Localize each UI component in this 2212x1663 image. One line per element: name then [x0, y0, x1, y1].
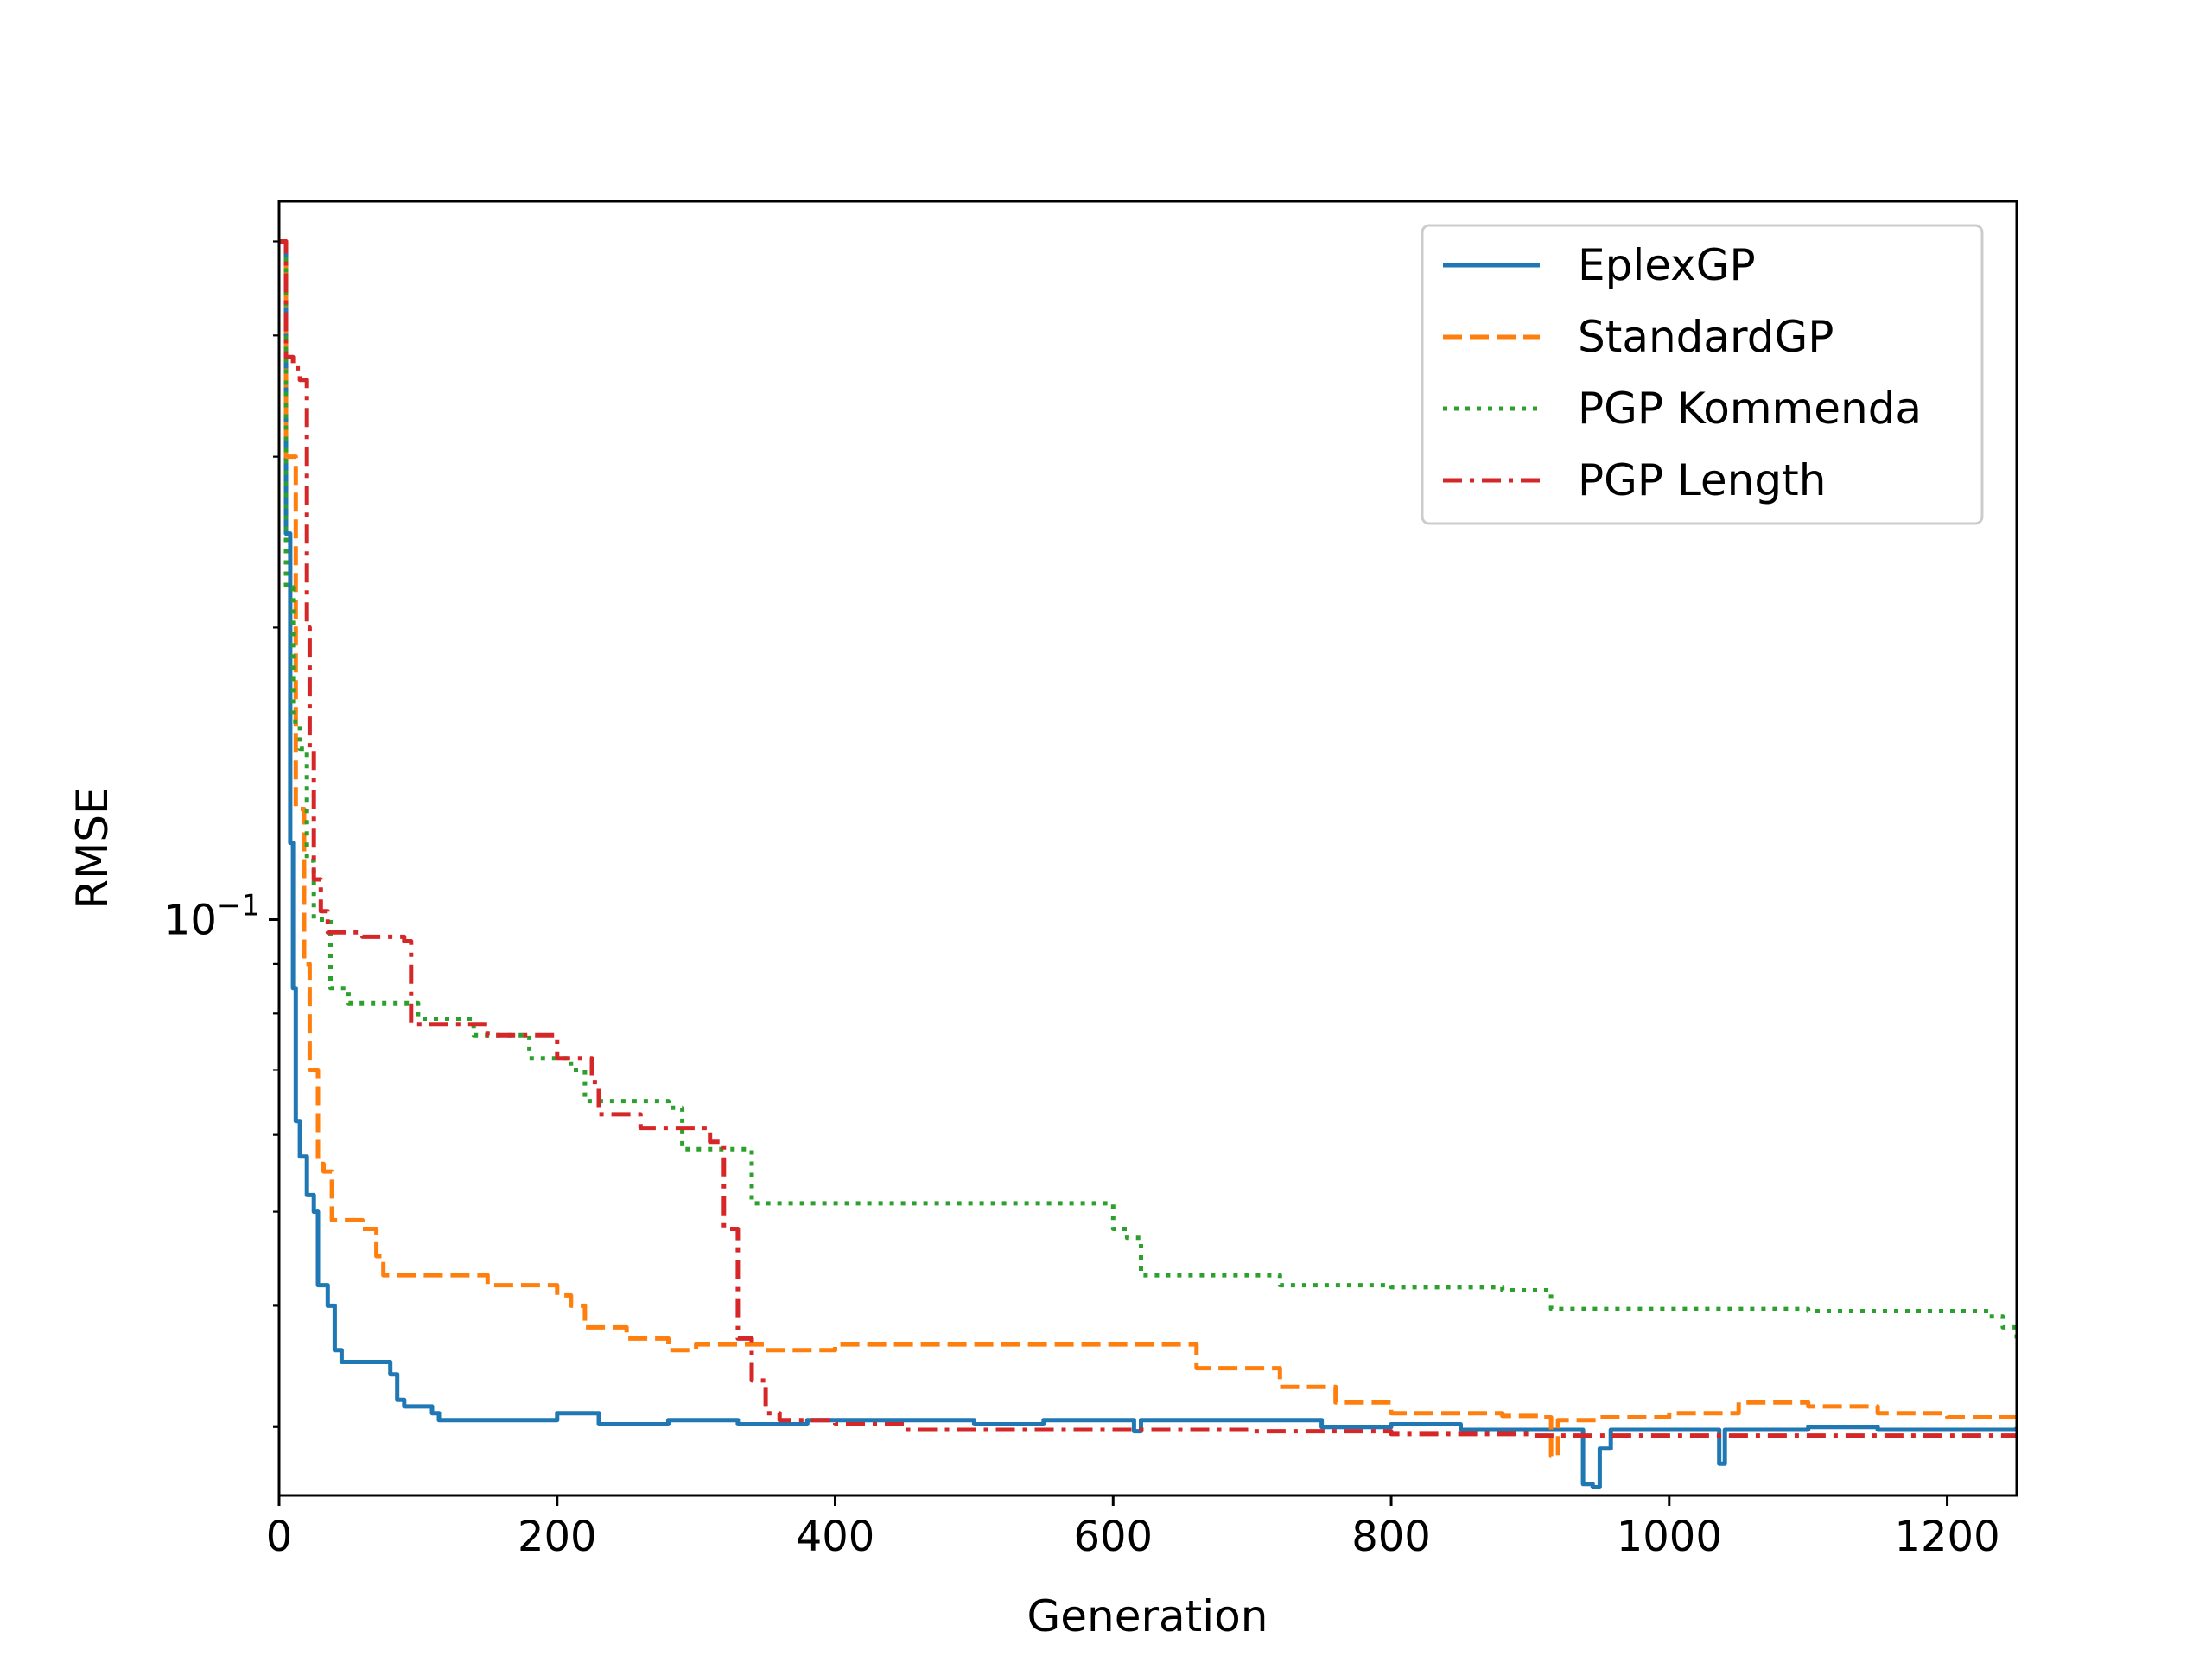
y-tick-base: 10 — [164, 896, 217, 944]
x-axis: 0 200 400 600 800 1000 1200 — [266, 1495, 2000, 1561]
x-tick-label: 0 — [266, 1513, 293, 1561]
y-axis-label: RMSE — [67, 787, 118, 909]
y-tick-exponent: −1 — [217, 888, 260, 923]
legend-label: StandardGP — [1578, 312, 1834, 362]
legend-box — [1421, 224, 1984, 525]
x-tick-label: 800 — [1351, 1513, 1431, 1561]
legend-label: EplexGP — [1578, 240, 1756, 290]
x-axis-label: Generation — [1027, 1591, 1268, 1641]
x-tick-label: 1000 — [1617, 1513, 1722, 1561]
x-tick-label: 400 — [796, 1513, 875, 1561]
y-axis: 10−1 — [164, 240, 279, 1428]
y-tick-label: 10−1 — [164, 888, 260, 944]
series-line-1 — [279, 239, 2017, 1458]
legend-label: PGP Length — [1578, 455, 1826, 505]
plot-frame — [277, 200, 2018, 1497]
x-tick-label: 600 — [1073, 1513, 1153, 1561]
x-tick-label: 200 — [518, 1513, 597, 1561]
x-tick-label: 1200 — [1894, 1513, 1999, 1561]
legend-label: PGP Kommenda — [1578, 384, 1922, 434]
series-line-3 — [279, 239, 2017, 1438]
legend: EplexGP StandardGP PGP Kommenda PGP Length — [1421, 224, 1984, 525]
series-layer — [279, 239, 2017, 1489]
series-line-0 — [279, 239, 2017, 1489]
